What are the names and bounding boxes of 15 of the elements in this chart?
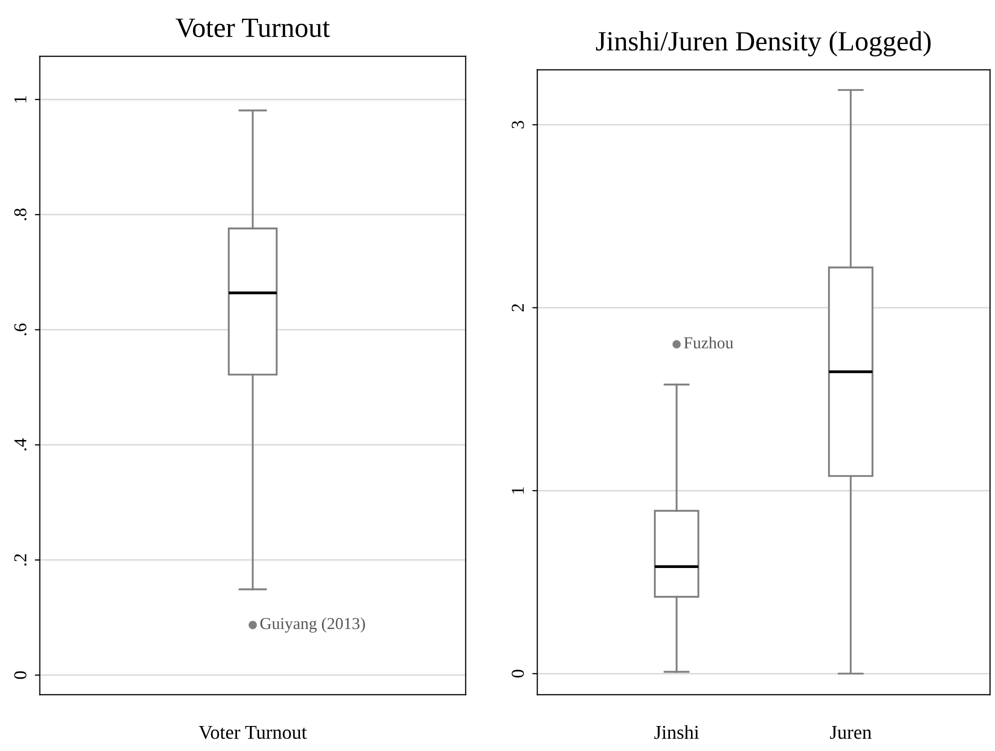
y-tick-label: 1 bbox=[512, 487, 524, 494]
y-tick-label: .8 bbox=[14, 208, 26, 220]
y-tick-label: .4 bbox=[14, 438, 26, 450]
x-tick-label: Juren bbox=[830, 726, 872, 739]
y-tick-label: .6 bbox=[14, 324, 26, 336]
annotation: Fuzhou bbox=[684, 336, 734, 348]
y-tick-label: .2 bbox=[14, 554, 26, 566]
annotation: Guiyang (2013) bbox=[260, 617, 365, 633]
y-tick-label: 0 bbox=[14, 671, 26, 679]
y-tick-label: 0 bbox=[512, 670, 524, 678]
chart-title: Jinshi/Juren Density (Logged) bbox=[596, 31, 931, 56]
y-tick-label: 1 bbox=[14, 96, 26, 102]
y-tick-label: 2 bbox=[512, 304, 524, 312]
y-tick-label: 3 bbox=[512, 120, 524, 128]
x-tick-label: Jinshi bbox=[654, 725, 699, 739]
